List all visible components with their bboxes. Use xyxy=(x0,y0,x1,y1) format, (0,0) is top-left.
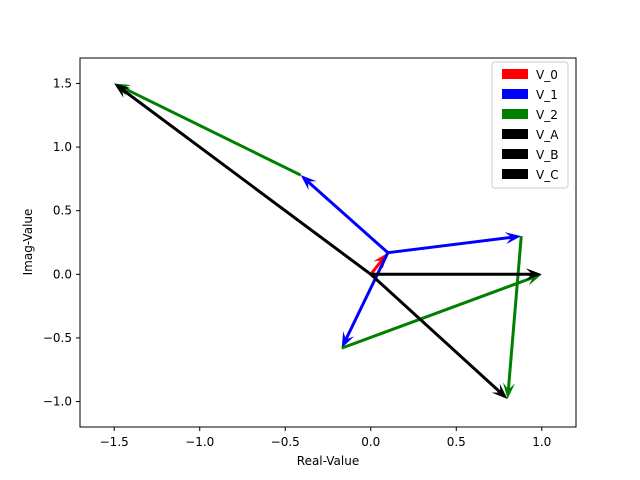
x-tick-label: −1.5 xyxy=(100,435,129,449)
y-tick-label: −1.0 xyxy=(43,395,72,409)
legend-swatch-v-0 xyxy=(502,69,528,79)
y-axis-label: Imag-Value xyxy=(21,209,35,276)
x-tick-label: 1.0 xyxy=(532,435,551,449)
y-tick-label: −0.5 xyxy=(43,331,72,345)
x-tick-label: −1.0 xyxy=(185,435,214,449)
legend: V_0 V_1 V_2 V_A V_B V_C xyxy=(491,61,569,189)
vector-v-1-2-arrowhead xyxy=(341,331,355,349)
vector-v-2-2-shaft xyxy=(341,276,534,350)
y-tick-label: 1.5 xyxy=(53,76,72,90)
y-tick-label: 0.5 xyxy=(53,204,72,218)
vector-v-1-0-shaft xyxy=(387,235,512,255)
vector-v-b-0-arrowhead xyxy=(491,383,508,400)
y-axis: −1.0 −0.5 0.0 0.5 1.0 1.5 xyxy=(43,76,80,409)
legend-swatch-v-b xyxy=(502,149,528,159)
x-tick-label: 0.0 xyxy=(361,435,380,449)
legend-label-v-b: V_B xyxy=(536,148,558,162)
legend-swatch-v-1 xyxy=(502,89,528,99)
legend-swatch-v-a xyxy=(502,129,528,139)
vector-v-1-2-shaft xyxy=(344,252,390,341)
x-axis-label: Real-Value xyxy=(297,454,359,468)
vector-v-1-1-shaft xyxy=(306,180,389,254)
x-tick-label: −0.5 xyxy=(271,435,300,449)
vector-layer xyxy=(114,83,542,400)
vector-v-0-0-shaft xyxy=(369,259,384,276)
legend-swatch-v-c xyxy=(502,169,528,179)
vector-v-2-1-shaft xyxy=(122,86,302,177)
legend-swatch-v-2 xyxy=(502,109,528,119)
x-axis: −1.5 −1.0 −0.5 0.0 0.5 1.0 xyxy=(100,427,551,449)
x-tick-label: 0.5 xyxy=(447,435,466,449)
legend-label-v-a: V_A xyxy=(536,128,559,142)
vector-v-2-0-shaft xyxy=(506,236,523,390)
vector-v-2-2-arrowhead xyxy=(524,274,542,286)
vector-v-1-1-arrowhead xyxy=(300,175,317,191)
vector-v-b-0-shaft xyxy=(369,273,502,394)
legend-label-v-0: V_0 xyxy=(536,68,558,82)
y-tick-label: 1.0 xyxy=(53,140,72,154)
vector-v-c-0-shaft xyxy=(121,87,372,276)
plot-frame xyxy=(79,57,577,428)
vector-v-a-0-arrowhead xyxy=(525,268,542,281)
vector-v-1-0-arrowhead xyxy=(504,232,522,245)
y-tick-label: 0.0 xyxy=(53,267,72,281)
vector-v-c-0-arrowhead xyxy=(114,83,131,98)
legend-label-v-1: V_1 xyxy=(536,88,558,102)
legend-label-v-c: V_C xyxy=(536,168,559,182)
vector-v-2-0-arrowhead xyxy=(502,382,515,400)
vector-v-0-0-arrowhead xyxy=(373,252,388,269)
legend-label-v-2: V_2 xyxy=(536,108,558,122)
